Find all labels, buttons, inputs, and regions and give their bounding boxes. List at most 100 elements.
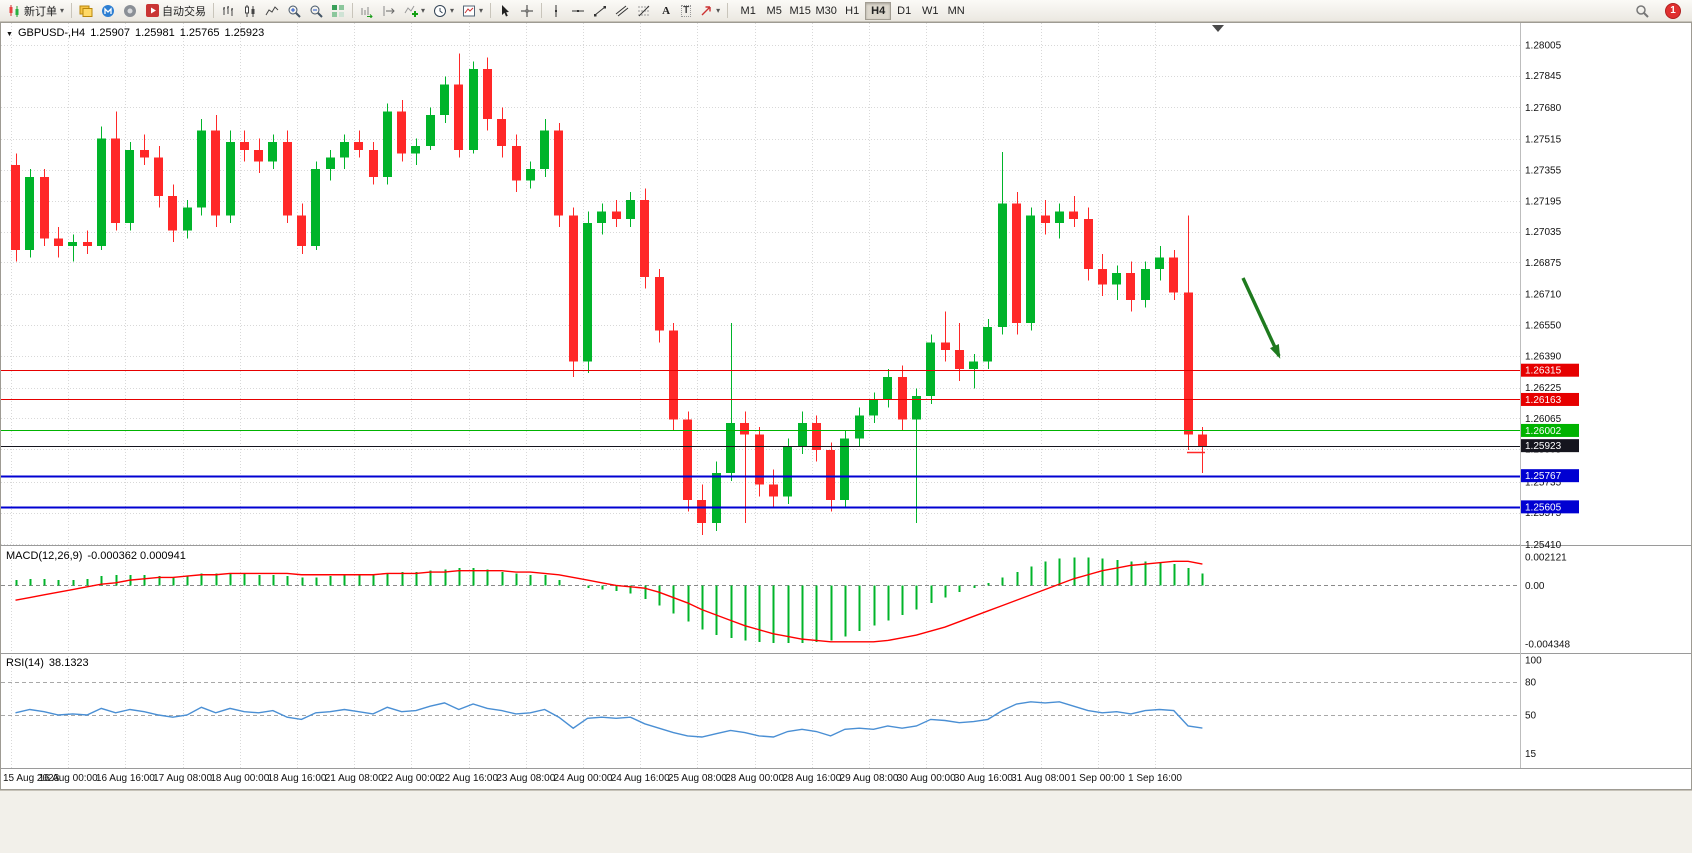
- zoom-out-icon: [309, 4, 323, 18]
- macd-indicator-label: MACD(12,26,9) -0.000362 0.000941: [6, 550, 191, 562]
- chart-symbol-header: ▼ GBPUSD-,H4 1.25907 1.25981 1.25765 1.25923: [6, 27, 269, 39]
- trendline-icon: [593, 4, 607, 18]
- indicators-icon: [404, 4, 419, 18]
- toolbar-separator: [213, 3, 215, 18]
- crosshair-button[interactable]: [516, 1, 538, 21]
- vertical-line-icon: [549, 4, 563, 18]
- svg-text:1.26163: 1.26163: [1525, 395, 1562, 406]
- svg-text:1.27035: 1.27035: [1525, 227, 1562, 238]
- templates-icon: [462, 4, 476, 18]
- main-toolbar: 新订单 ▾ 自动交易: [0, 0, 1692, 22]
- horizontal-line-button[interactable]: [567, 1, 589, 21]
- svg-text:1.26390: 1.26390: [1525, 351, 1562, 362]
- tile-windows-button[interactable]: [327, 1, 349, 21]
- price-badge: [1521, 392, 1579, 406]
- periods-button[interactable]: ▾: [429, 1, 458, 21]
- crosshair-icon: [520, 4, 534, 18]
- collapse-arrow-icon[interactable]: ▼: [6, 31, 13, 38]
- svg-text:1.27195: 1.27195: [1525, 196, 1562, 207]
- symbol-period-label: GBPUSD-,H4: [17, 27, 86, 39]
- macd-panel: [1, 557, 1520, 644]
- rsi-name: RSI(14): [6, 657, 44, 669]
- svg-text:50: 50: [1525, 711, 1537, 722]
- text-button[interactable]: A: [655, 1, 677, 21]
- svg-text:15 Aug 2023: 15 Aug 2023: [3, 773, 60, 784]
- dropdown-arrow-icon: ▾: [450, 6, 455, 15]
- toolbar-separator: [490, 3, 492, 18]
- chart-shift-button[interactable]: [378, 1, 400, 21]
- dropdown-arrow-icon: ▾: [421, 6, 426, 15]
- autotrading-button[interactable]: 自动交易: [141, 1, 210, 21]
- svg-text:1.27680: 1.27680: [1525, 103, 1562, 114]
- svg-text:28 Aug 16:00: 28 Aug 16:00: [782, 773, 841, 784]
- timeframe-m5[interactable]: M5: [761, 2, 787, 20]
- auto-scroll-button[interactable]: [356, 1, 378, 21]
- market-watch-icon: [79, 4, 93, 18]
- templates-button[interactable]: ▾: [458, 1, 487, 21]
- timeframe-w1[interactable]: W1: [917, 2, 943, 20]
- svg-text:-0.004348: -0.004348: [1525, 639, 1570, 650]
- trendline-button[interactable]: [589, 1, 611, 21]
- open-value: 1.25907: [90, 27, 130, 39]
- svg-text:25 Aug 08:00: 25 Aug 08:00: [668, 773, 727, 784]
- channel-button[interactable]: [611, 1, 633, 21]
- svg-text:0.002121: 0.002121: [1525, 553, 1567, 564]
- rsi-value: 38.1323: [48, 657, 89, 669]
- line-chart-button[interactable]: [261, 1, 283, 21]
- label-button[interactable]: T: [677, 1, 695, 21]
- bars-chart-button[interactable]: [217, 1, 239, 21]
- svg-text:18 Aug 00:00: 18 Aug 00:00: [210, 773, 269, 784]
- new-order-button[interactable]: 新订单 ▾: [3, 1, 68, 21]
- timeframe-h4[interactable]: H4: [865, 1, 892, 20]
- search-button[interactable]: [1631, 1, 1653, 21]
- svg-text:1.25605: 1.25605: [1525, 502, 1562, 513]
- chart-shift-marker[interactable]: [1212, 25, 1224, 32]
- svg-text:1.28005: 1.28005: [1525, 40, 1562, 51]
- panel-separators[interactable]: [1, 23, 1691, 769]
- price-badge: [1521, 469, 1579, 483]
- toolbar-separator: [727, 3, 729, 18]
- community-icon: [123, 4, 137, 18]
- zoom-in-button[interactable]: [283, 1, 305, 21]
- fibonacci-button[interactable]: [633, 1, 655, 21]
- zoom-out-button[interactable]: [305, 1, 327, 21]
- timeframe-m1[interactable]: M1: [735, 2, 761, 20]
- indicators-button[interactable]: ▾: [400, 1, 429, 21]
- rsi-panel: [1, 682, 1520, 738]
- notification-badge[interactable]: 1: [1665, 2, 1681, 19]
- fibonacci-icon: [637, 4, 651, 18]
- timeframe-d1[interactable]: D1: [891, 2, 917, 20]
- rsi-line: [15, 701, 1203, 738]
- mql5-button[interactable]: [97, 1, 119, 21]
- svg-text:1.26065: 1.26065: [1525, 414, 1562, 425]
- rsi-indicator-label: RSI(14) 38.1323: [6, 657, 94, 669]
- price-badge: [1521, 363, 1579, 377]
- cursor-button[interactable]: [494, 1, 516, 21]
- bars-chart-icon: [221, 4, 235, 18]
- svg-text:1 Sep 00:00: 1 Sep 00:00: [1071, 773, 1125, 784]
- vertical-line-button[interactable]: [545, 1, 567, 21]
- toolbar-separator: [71, 3, 73, 18]
- new-order-label: 新订单: [24, 5, 57, 18]
- candlestick-chart-button[interactable]: [239, 1, 261, 21]
- timeframe-m30[interactable]: M30: [813, 2, 839, 20]
- price-level-lines[interactable]: [1, 370, 1520, 509]
- timeframe-m15[interactable]: M15: [787, 2, 813, 20]
- community-button[interactable]: [119, 1, 141, 21]
- dropdown-arrow-icon: ▾: [479, 6, 484, 15]
- arrows-button[interactable]: ▾: [695, 1, 724, 21]
- text-icon: A: [662, 4, 671, 17]
- svg-text:1.25923: 1.25923: [1525, 441, 1562, 452]
- macd-signal-line: [15, 560, 1203, 643]
- svg-text:15: 15: [1525, 749, 1537, 760]
- svg-text:1.26315: 1.26315: [1525, 366, 1562, 377]
- chart-canvas[interactable]: 1.28005 1.27845 1.27680 1.27515 1.27355 1.271…: [1, 23, 1691, 789]
- timeframe-h1[interactable]: H1: [839, 2, 865, 20]
- annotation-arrow[interactable]: [1241, 277, 1281, 357]
- svg-text:0.00: 0.00: [1525, 581, 1545, 592]
- svg-text:1.27515: 1.27515: [1525, 135, 1562, 146]
- timeframe-mn[interactable]: MN: [943, 2, 969, 20]
- svg-text:28 Aug 00:00: 28 Aug 00:00: [725, 773, 784, 784]
- market-watch-button[interactable]: [75, 1, 97, 21]
